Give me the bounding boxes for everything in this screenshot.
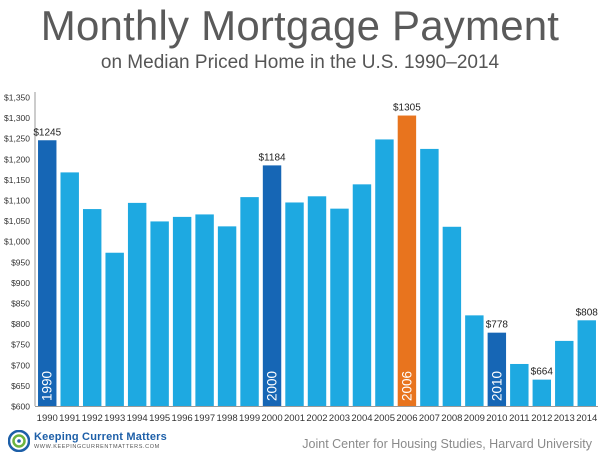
bar-2011 xyxy=(510,363,529,406)
bar-1999 xyxy=(240,197,259,406)
keeping-current-matters-logo: Keeping Current Matters WWW.KEEPINGCURRE… xyxy=(8,429,168,455)
x-tick-label: 2002 xyxy=(306,413,327,424)
logo-name: Keeping Current Matters xyxy=(34,431,167,443)
chart-subtitle: on Median Priced Home in the U.S. 1990–2… xyxy=(100,52,500,73)
bar-2000 xyxy=(262,165,282,406)
data-label: $808 xyxy=(576,307,599,318)
bar-1992 xyxy=(82,209,102,406)
x-tick-label: 1996 xyxy=(172,413,193,424)
bar-1996 xyxy=(172,216,192,406)
x-tick-label: 2013 xyxy=(554,413,575,424)
data-label: $1184 xyxy=(259,152,287,163)
bar-2002 xyxy=(307,196,327,406)
source-note: Joint Center for Housing Studies, Harvar… xyxy=(302,437,592,451)
bar-2001 xyxy=(285,202,304,406)
x-tick-label: 1993 xyxy=(104,413,125,424)
data-label: $1305 xyxy=(393,103,421,114)
bar-2008 xyxy=(442,226,462,406)
x-tick-label: 2006 xyxy=(396,413,417,424)
data-label: $1245 xyxy=(33,127,61,138)
x-tick-label: 2014 xyxy=(576,413,597,424)
in-bar-year-label: 1990 xyxy=(40,371,55,401)
x-tick-label: 2000 xyxy=(261,413,282,424)
bar-2013 xyxy=(555,340,574,406)
in-bar-year-label: 2000 xyxy=(265,371,280,401)
y-tick-label: $850 xyxy=(11,299,30,309)
logo-url: WWW.KEEPINGCURRENTMATTERS.COM xyxy=(34,444,160,450)
y-tick-label: $700 xyxy=(11,360,30,370)
x-tick-label: 1990 xyxy=(37,413,58,424)
bar-1993 xyxy=(105,252,124,406)
x-tick-label: 2005 xyxy=(374,413,395,424)
x-tick-label: 1991 xyxy=(59,413,80,424)
x-tick-label: 1995 xyxy=(149,413,170,424)
bar-2003 xyxy=(330,208,349,406)
bar-2005 xyxy=(375,139,394,406)
in-bar-year-label: 2010 xyxy=(489,371,504,401)
x-tick-label: 2001 xyxy=(284,413,305,424)
x-tick-label: 1999 xyxy=(239,413,260,424)
bar-2010 xyxy=(487,332,507,406)
bar-1995 xyxy=(150,221,169,406)
x-tick-label: 2009 xyxy=(464,413,485,424)
y-tick-label: $1,200 xyxy=(4,154,30,164)
x-tick-label: 2008 xyxy=(441,413,462,424)
in-bar-year-label: 2006 xyxy=(399,371,414,401)
x-tick-label: 2004 xyxy=(351,413,372,424)
bar-1994 xyxy=(127,202,147,406)
x-tick-label: 1998 xyxy=(217,413,238,424)
y-tick-label: $1,000 xyxy=(4,237,30,247)
y-tick-label: $1,150 xyxy=(4,175,30,185)
y-tick-label: $800 xyxy=(11,319,30,329)
y-tick-label: $1,350 xyxy=(4,93,30,103)
y-tick-label: $1,100 xyxy=(4,196,30,206)
x-tick-label: 1994 xyxy=(127,413,148,424)
x-tick-label: 2012 xyxy=(531,413,552,424)
bar-2006 xyxy=(397,115,417,406)
x-tick-label: 2003 xyxy=(329,413,350,424)
y-tick-label: $950 xyxy=(11,257,30,267)
x-tick-label: 1997 xyxy=(194,413,215,424)
chart-title: Monthly Mortgage Payment xyxy=(40,2,560,49)
x-tick-label: 2011 xyxy=(509,413,529,424)
y-tick-label: $600 xyxy=(11,402,30,412)
y-tick-label: $1,300 xyxy=(4,113,30,123)
bar-2004 xyxy=(352,184,372,406)
bar-1991 xyxy=(60,172,79,406)
y-tick-label: $1,050 xyxy=(4,216,30,226)
y-tick-label: $900 xyxy=(11,278,30,288)
logo-swirl-icon xyxy=(8,430,30,452)
y-tick-label: $1,250 xyxy=(4,134,30,144)
bar-2009 xyxy=(465,315,484,406)
bar-1998 xyxy=(217,226,237,406)
x-tick-label: 2007 xyxy=(419,413,440,424)
bar-1990 xyxy=(38,140,57,406)
y-tick-label: $650 xyxy=(11,381,30,391)
data-label: $664 xyxy=(531,367,554,378)
x-tick-label: 1992 xyxy=(82,413,103,424)
bar-2014 xyxy=(577,320,596,406)
y-tick-label: $750 xyxy=(11,340,30,350)
bar-2012 xyxy=(532,379,552,406)
bar-1997 xyxy=(195,214,214,406)
x-tick-label: 2010 xyxy=(486,413,507,424)
bar-2007 xyxy=(420,148,439,407)
data-label: $778 xyxy=(486,320,509,331)
